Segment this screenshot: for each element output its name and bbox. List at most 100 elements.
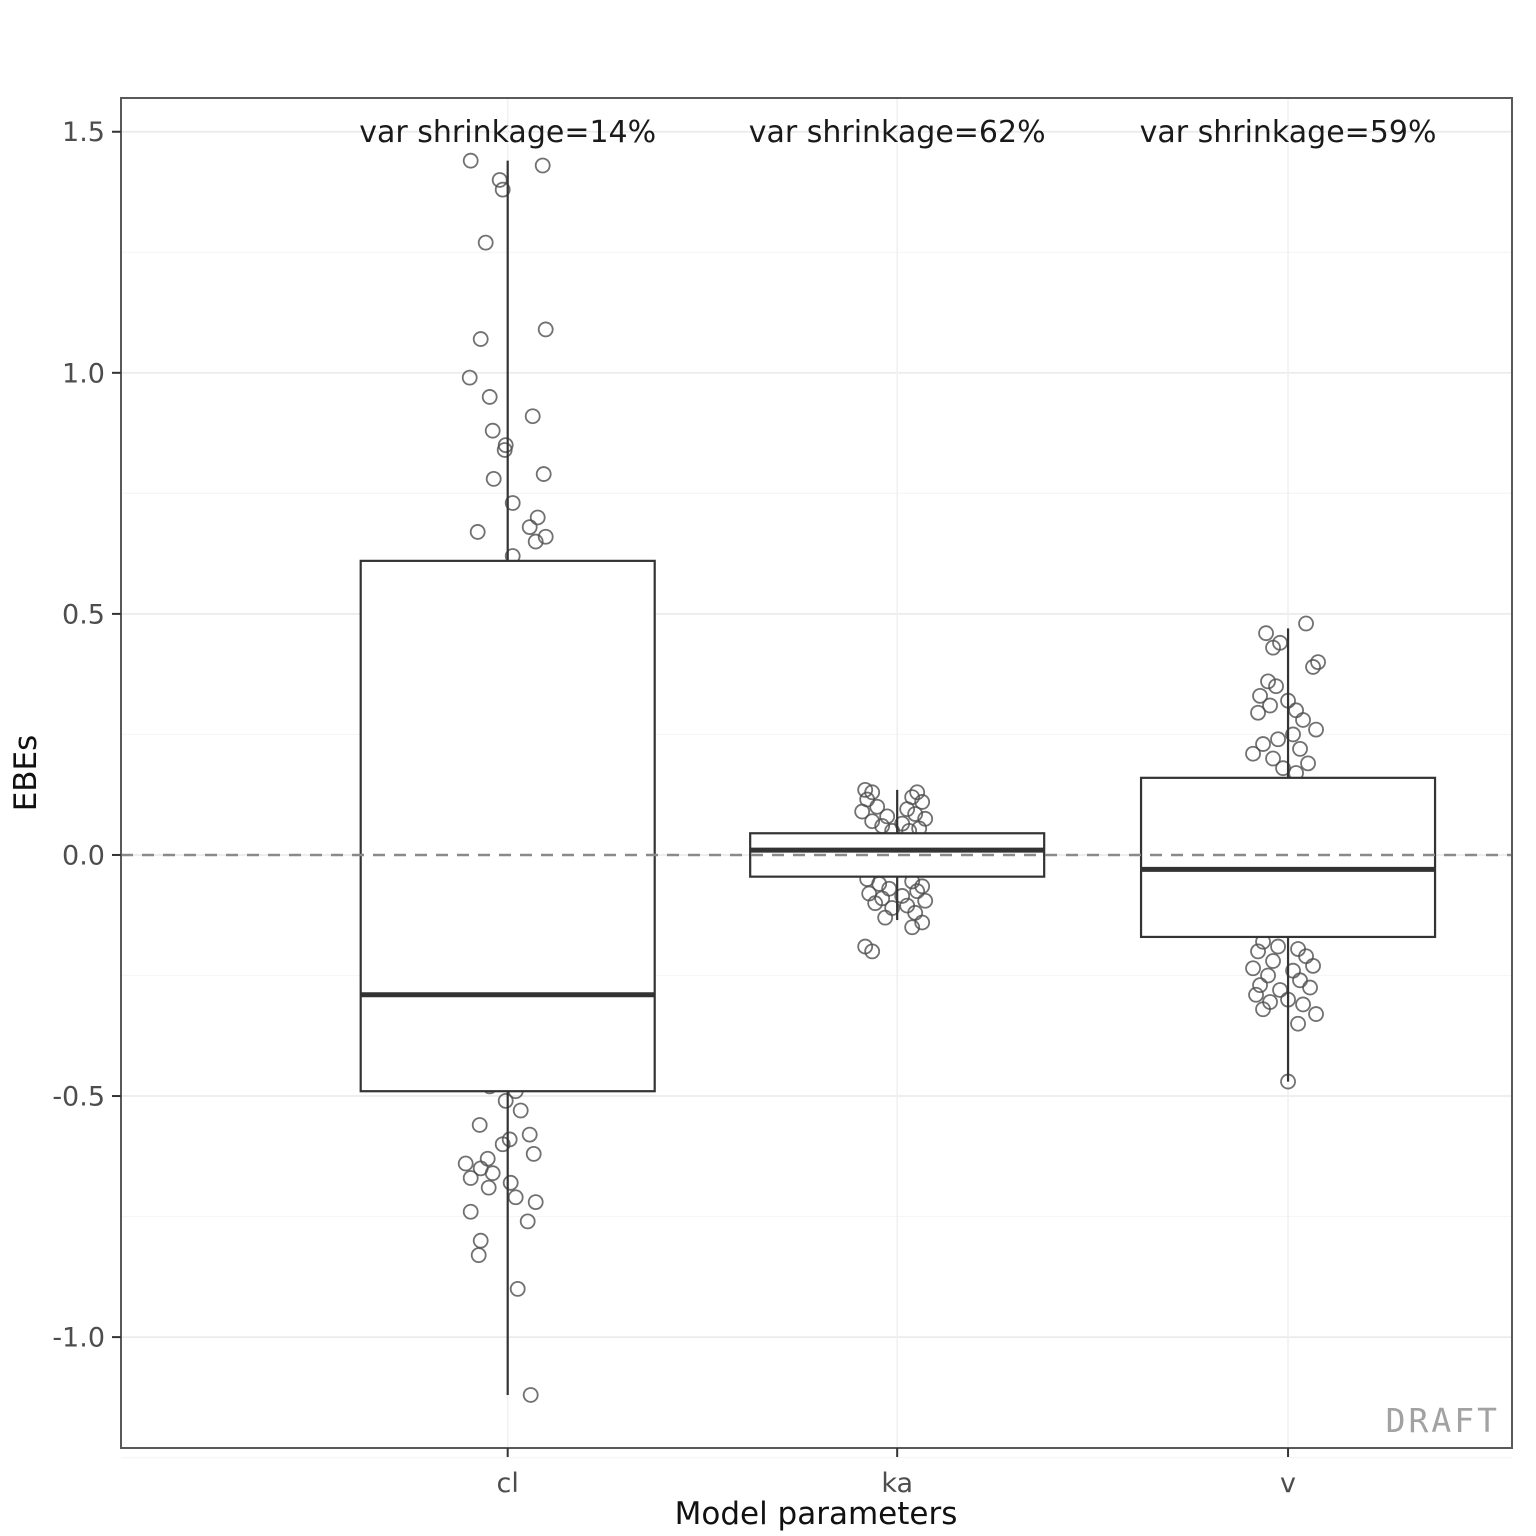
data-point <box>1255 736 1271 752</box>
box-iqr <box>359 559 656 1093</box>
data-point <box>1305 957 1321 974</box>
data-point <box>525 1145 542 1162</box>
y-tick-label: 0.0 <box>62 840 105 871</box>
data-point <box>1308 1006 1324 1022</box>
data-point <box>904 919 921 936</box>
boxes-layer <box>359 160 1437 1395</box>
data-point <box>471 1117 488 1133</box>
data-point <box>521 1126 538 1143</box>
data-point <box>1295 712 1311 728</box>
data-point <box>469 524 486 540</box>
data-point <box>519 1213 536 1230</box>
data-point <box>491 172 508 188</box>
data-point <box>1288 702 1304 719</box>
data-point <box>1300 755 1316 772</box>
y-axis-title: EBEs <box>8 735 44 812</box>
data-point <box>1248 986 1264 1003</box>
box-iqr <box>1139 776 1437 939</box>
data-point <box>1298 615 1314 632</box>
data-point <box>522 1387 539 1403</box>
x-tick-label: ka <box>881 1468 913 1499</box>
y-tick-label: 1.5 <box>62 117 105 148</box>
panel-border-layer <box>120 97 1513 1449</box>
data-point <box>914 794 931 810</box>
data-point <box>462 152 479 169</box>
data-point <box>1292 740 1308 757</box>
data-point <box>1245 745 1261 762</box>
draft-watermark: DRAFT <box>1386 1401 1500 1440</box>
data-point <box>1245 960 1261 977</box>
data-point <box>909 883 926 900</box>
data-point <box>1260 673 1276 690</box>
data-point <box>857 781 874 798</box>
data-point <box>894 888 911 904</box>
data-point <box>1268 678 1284 695</box>
data-point <box>1255 1001 1271 1018</box>
data-point <box>462 1170 479 1186</box>
data-point <box>864 813 881 830</box>
y-tick-label: -1.0 <box>52 1323 105 1354</box>
data-point <box>507 1189 524 1206</box>
data-point <box>535 466 552 482</box>
data-point <box>502 1174 519 1191</box>
data-point <box>1285 726 1301 743</box>
data-point <box>1265 639 1281 656</box>
x-tick-label: cl <box>497 1468 519 1499</box>
data-point <box>867 895 884 912</box>
data-point <box>1290 1015 1306 1032</box>
data-point <box>1252 977 1268 994</box>
points-layer <box>457 152 1326 1403</box>
data-point <box>869 798 886 815</box>
data-point <box>509 1280 526 1297</box>
data-point <box>914 914 931 931</box>
data-point <box>1252 687 1268 704</box>
data-point <box>462 1203 479 1220</box>
data-point <box>899 801 916 818</box>
data-point <box>1265 750 1281 767</box>
data-point <box>461 369 478 386</box>
y-tick-label: 0.5 <box>62 599 105 630</box>
data-point <box>497 1092 514 1109</box>
data-point <box>877 909 894 926</box>
data-point <box>1270 938 1286 955</box>
data-point <box>480 1179 497 1196</box>
data-point <box>1310 654 1326 671</box>
data-point <box>521 519 538 536</box>
data-point <box>494 181 511 198</box>
data-point <box>1305 659 1321 675</box>
data-point <box>472 331 489 347</box>
data-point <box>477 234 494 251</box>
data-point <box>527 533 544 550</box>
data-point <box>529 509 546 526</box>
data-point <box>457 1155 474 1172</box>
data-point <box>864 943 881 960</box>
data-point <box>470 1247 487 1264</box>
data-point <box>494 1136 511 1153</box>
data-point <box>527 1194 544 1211</box>
data-point <box>1295 996 1311 1013</box>
y-tick-label: 1.0 <box>62 358 105 389</box>
data-point <box>479 1150 496 1167</box>
shrinkage-annotation: var shrinkage=62% <box>749 115 1046 150</box>
data-point <box>914 878 931 895</box>
data-point <box>524 408 541 425</box>
data-point <box>504 495 521 511</box>
data-point <box>537 321 554 338</box>
data-point <box>537 528 554 545</box>
data-point <box>1260 967 1276 984</box>
data-point <box>512 1102 529 1119</box>
x-tick-label: v <box>1280 1468 1296 1499</box>
data-point <box>879 808 896 825</box>
data-point <box>1258 625 1274 642</box>
data-point <box>534 157 551 174</box>
y-tick-label: -0.5 <box>52 1081 105 1112</box>
data-point <box>1272 982 1288 998</box>
axis-layer: 1.5 1.0 0.5 0.0 -0.5 -1.0 cl ka v <box>52 117 1296 1499</box>
data-point <box>484 422 501 439</box>
data-point <box>485 470 502 487</box>
data-point <box>1250 943 1266 960</box>
shrinkage-annotation: var shrinkage=14% <box>359 115 656 150</box>
data-point <box>496 442 513 458</box>
